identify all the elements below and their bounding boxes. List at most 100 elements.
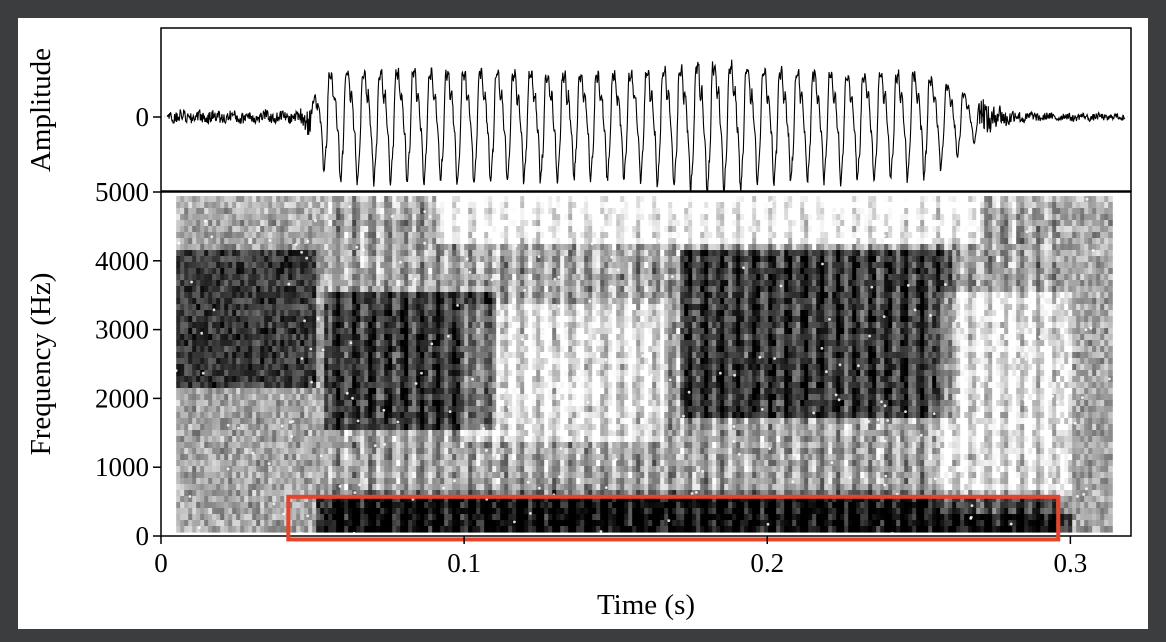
spectrogram-cell [496,394,501,401]
spectrogram-cell [348,388,353,395]
spectrogram-cell [308,214,313,221]
spectrogram-cell [216,370,221,377]
spectrogram-cell [228,400,233,407]
spectrogram-cell [228,268,233,275]
spectrogram-cell [500,244,505,251]
spectrogram-cell [344,232,349,239]
spectrogram-cell [184,382,189,389]
spectrogram-cell [396,322,401,329]
spectrogram-cell [488,214,493,221]
spectrogram-cell [292,226,297,233]
spectrogram-cell [352,364,357,371]
spectrogram-cell [320,286,325,293]
spectrogram-cell [304,508,309,515]
spectrogram-cell [344,262,349,269]
spectrogram-cell [352,454,357,461]
spectrogram-cell [188,310,193,317]
spectrogram-cell [340,370,345,377]
spectrogram-cell [476,424,481,431]
spectrogram-cell [436,268,441,275]
spectrogram-cell [476,202,481,209]
spectrogram-cell [388,310,393,317]
spectrogram-cell [304,382,309,389]
spectrogram-cell [460,304,465,311]
spectrogram-cell [320,442,325,449]
spectrogram-cell [384,460,389,467]
spectrogram-cell [476,442,481,449]
spectrogram-cell [256,526,261,533]
spectrogram-cell [296,220,301,227]
spectrogram-cell [508,196,513,203]
spectrogram-cell [200,202,205,209]
spectrogram-cell [176,262,181,269]
spectrogram-cell [368,352,373,359]
spectrogram-cell [528,388,533,395]
spectrogram-cell [296,406,301,413]
spectrogram-cell [476,310,481,317]
spectrogram-cell [428,472,433,479]
spectrogram-cell [244,466,249,473]
spectrogram-cell [252,424,257,431]
spectrogram-cell [272,334,277,341]
spectrogram-cell [280,418,285,425]
spectrogram-cell [288,316,293,323]
spectrogram-cell [524,376,529,383]
spectrogram-cell [416,232,421,239]
spectrogram-cell [436,412,441,419]
spectrogram-cell [332,304,337,311]
spectrogram-cell [264,250,269,257]
spectrogram-cell [312,454,317,461]
spectrogram-cell [392,490,397,497]
spectrogram-cell [304,232,309,239]
spectrogram-cell [276,376,281,383]
spectrogram-cell [520,310,525,317]
spectrogram-cell [400,406,405,413]
spectrogram-cell [512,502,517,509]
spectrogram-cell [484,346,489,353]
spectrogram-cell [384,340,389,347]
spectrogram-cell [292,448,297,455]
spectrogram-cell [520,256,525,263]
spectrogram-cell [380,232,385,239]
spectrogram-cell [220,232,225,239]
spectrogram-cell [496,268,501,275]
spectrogram-cell [316,238,321,245]
spectrogram-cell [424,316,429,323]
spectrogram-cell [428,346,433,353]
spectrogram-cell [496,376,501,383]
spectrogram-cell [308,208,313,215]
spectrogram-cell [304,250,309,257]
spectrogram-cell [528,310,533,317]
spectrogram-cell [440,382,445,389]
spectrogram-cell [440,280,445,287]
spectrogram-cell [272,394,277,401]
spectrogram-cell [232,202,237,209]
spectrogram-cell [300,232,305,239]
spectrogram-cell [392,298,397,305]
spectrogram-cell [456,364,461,371]
spectrogram-cell [428,256,433,263]
spectrogram-cell [368,298,373,305]
spectrogram-cell [192,514,197,521]
spectrogram-cell [508,370,513,377]
spectrogram-cell [188,214,193,221]
spectrogram-cell [264,346,269,353]
spectrogram-cell [348,514,353,521]
spectrogram-cell [380,202,385,209]
spectrogram-cell [216,388,221,395]
spectrogram-cell [232,334,237,341]
spectrogram-cell [192,388,197,395]
spectrogram-cell [392,274,397,281]
spectrogram-cell [284,340,289,347]
spectrogram-cell [232,256,237,263]
spectrogram-cell [280,400,285,407]
spectrogram-cell [264,520,269,527]
spectrogram-cell [420,472,425,479]
spectrogram-cell [380,340,385,347]
spectrogram-cell [508,208,513,215]
spectrogram-cell [260,316,265,323]
spectrogram-cell [364,286,369,293]
spectrogram-cell [496,262,501,269]
spectrogram-cell [428,496,433,503]
spectrogram-cell [184,478,189,485]
